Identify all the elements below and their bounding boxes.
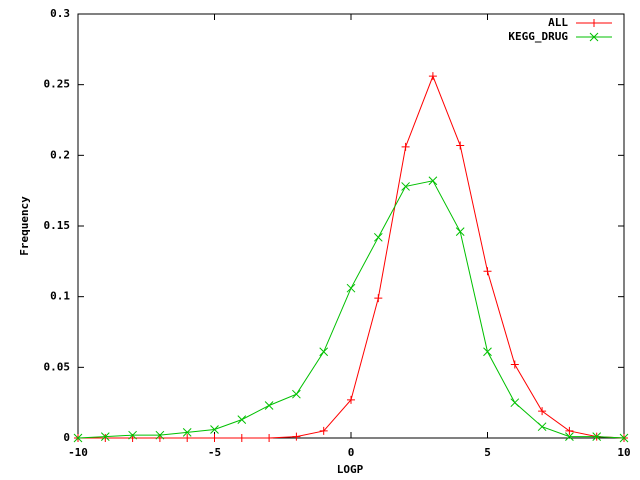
data-point	[565, 432, 574, 441]
data-point	[483, 267, 492, 276]
y-tick-label: 0.15	[44, 219, 71, 232]
data-point	[128, 430, 137, 440]
data-point	[210, 434, 219, 442]
data-point	[292, 389, 301, 399]
y-tick-label: 0	[63, 431, 70, 444]
data-point	[373, 232, 383, 242]
y-tick-label: 0.05	[44, 360, 71, 373]
legend-label: ALL	[548, 16, 568, 29]
data-point	[264, 401, 274, 410]
x-tick-label: 5	[484, 446, 491, 459]
data-point	[319, 426, 328, 435]
data-point	[510, 398, 520, 408]
data-point	[428, 176, 438, 186]
data-point	[483, 347, 492, 357]
data-point	[347, 395, 355, 404]
data-point	[592, 432, 602, 441]
legend-marker	[589, 32, 599, 42]
x-tick-label: 0	[348, 446, 355, 459]
y-axis-label: Frequency	[18, 196, 31, 256]
data-point	[292, 432, 301, 441]
data-point	[182, 427, 192, 437]
data-point	[428, 72, 437, 81]
data-point	[183, 434, 192, 442]
data-point	[237, 434, 246, 442]
data-point	[319, 347, 329, 357]
data-point	[538, 407, 547, 416]
data-point	[155, 430, 165, 440]
x-tick-label: -5	[208, 446, 221, 459]
data-point	[537, 422, 547, 432]
data-point	[100, 432, 110, 441]
data-point	[401, 142, 410, 151]
data-point	[455, 227, 465, 237]
x-tick-label: 10	[617, 446, 630, 459]
x-tick-label: -10	[68, 446, 88, 459]
data-point	[619, 433, 629, 443]
data-point	[346, 283, 356, 293]
data-point	[510, 360, 519, 369]
legend-marker	[590, 19, 598, 27]
y-tick-label: 0.1	[50, 290, 70, 303]
data-point	[210, 425, 219, 434]
y-tick-label: 0.2	[50, 148, 70, 161]
data-point	[401, 182, 410, 191]
y-tick-label: 0.3	[50, 7, 70, 20]
data-point	[237, 415, 247, 424]
data-point	[374, 294, 383, 303]
y-tick-label: 0.25	[44, 78, 71, 91]
x-axis-label: LOGP	[337, 463, 364, 476]
data-point	[265, 434, 274, 442]
data-point	[101, 434, 110, 442]
data-point	[565, 426, 574, 435]
data-point	[456, 141, 465, 150]
data-point	[73, 433, 83, 443]
legend-label: KEGG_DRUG	[508, 30, 568, 43]
